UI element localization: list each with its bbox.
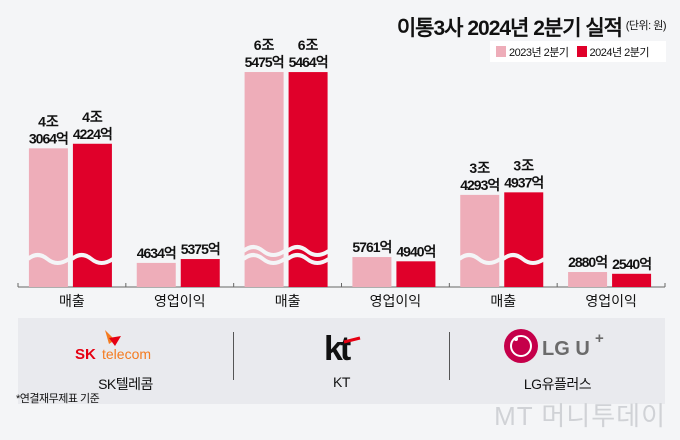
- axis-break-wave: [26, 253, 71, 265]
- divider: [233, 332, 234, 380]
- bar-2023: [28, 148, 68, 287]
- category-label: 매출: [490, 293, 516, 309]
- data-label-jo: 6조: [298, 37, 319, 53]
- divider: [449, 332, 450, 380]
- data-label: 4224억: [73, 126, 112, 142]
- company-kt: kt KT: [234, 318, 449, 404]
- company-name: LG유플러스: [523, 376, 592, 392]
- data-label-jo: 6조: [254, 37, 275, 53]
- data-label: 4937억: [504, 174, 543, 190]
- bar-2024: [612, 273, 652, 287]
- svg-text:+: +: [595, 330, 604, 347]
- bar-2024: [504, 192, 544, 287]
- data-label-jo: 4조: [38, 113, 59, 129]
- legend-item-2024: 2024년 2분기: [576, 44, 650, 60]
- category-label: 매출: [275, 293, 301, 309]
- axis-break-wave: [242, 245, 286, 257]
- svg-text:LG U: LG U: [542, 338, 590, 360]
- company-lgu: LG U + LG유플러스: [450, 318, 665, 404]
- company-name: SK텔레콤: [98, 376, 153, 392]
- bar-2024: [180, 259, 220, 287]
- data-label-jo: 4조: [82, 109, 103, 125]
- data-label: 2540억: [612, 256, 651, 272]
- svg-text:SK: SK: [75, 346, 96, 363]
- company-name: KT: [333, 374, 350, 390]
- data-label: 5464억: [289, 54, 328, 70]
- bar-2023: [460, 194, 500, 287]
- data-label: 4293억: [460, 177, 499, 193]
- footnote: *연결재무제표 기준: [16, 393, 100, 405]
- data-label: 5375억: [181, 241, 220, 257]
- data-label-jo: 3조: [469, 160, 490, 176]
- data-label: 2880억: [568, 254, 607, 270]
- category-label: 영업이익: [154, 293, 206, 309]
- bar-2024: [396, 261, 436, 287]
- category-label: 영업이익: [585, 293, 637, 309]
- bar-2023: [136, 262, 176, 287]
- watermark: MT 머니투데이: [494, 401, 666, 431]
- svg-text:telecom: telecom: [102, 346, 151, 362]
- legend: 2023년 2분기 2024년 2분기: [490, 41, 666, 62]
- bar-2024: [72, 143, 112, 287]
- axis-break-wave: [501, 253, 546, 265]
- lgu-logo: LG U +: [450, 326, 665, 366]
- data-label: 3064억: [29, 130, 68, 146]
- bar-2023: [568, 272, 608, 287]
- company-panel: SK telecom SK텔레콤 kt KT LG U + LG유플러스: [18, 318, 665, 404]
- skt-logo: SK telecom: [18, 326, 233, 366]
- data-label: 4940억: [396, 243, 435, 259]
- company-skt: SK telecom SK텔레콤: [18, 318, 233, 404]
- svg-text:kt: kt: [324, 330, 351, 364]
- axis-break-wave: [242, 253, 286, 265]
- axis-break-wave: [286, 253, 330, 265]
- category-label: 매출: [59, 293, 85, 309]
- axis-break-wave: [457, 253, 502, 265]
- data-label: 5475억: [245, 54, 284, 70]
- unit-label: (단위: 원): [625, 20, 667, 32]
- axis-break-wave: [286, 245, 330, 257]
- data-label: 5761억: [352, 239, 391, 255]
- category-label: 영업이익: [370, 293, 422, 309]
- legend-item-2023: 2023년 2분기: [496, 44, 569, 60]
- kt-logo: kt: [234, 326, 449, 366]
- bar-2023: [352, 257, 392, 287]
- chart-title: 이통3사 2024년 2분기 실적: [396, 17, 623, 40]
- axis-break-wave: [70, 253, 115, 265]
- data-label: 4634억: [137, 245, 176, 261]
- data-label-jo: 3조: [513, 157, 534, 173]
